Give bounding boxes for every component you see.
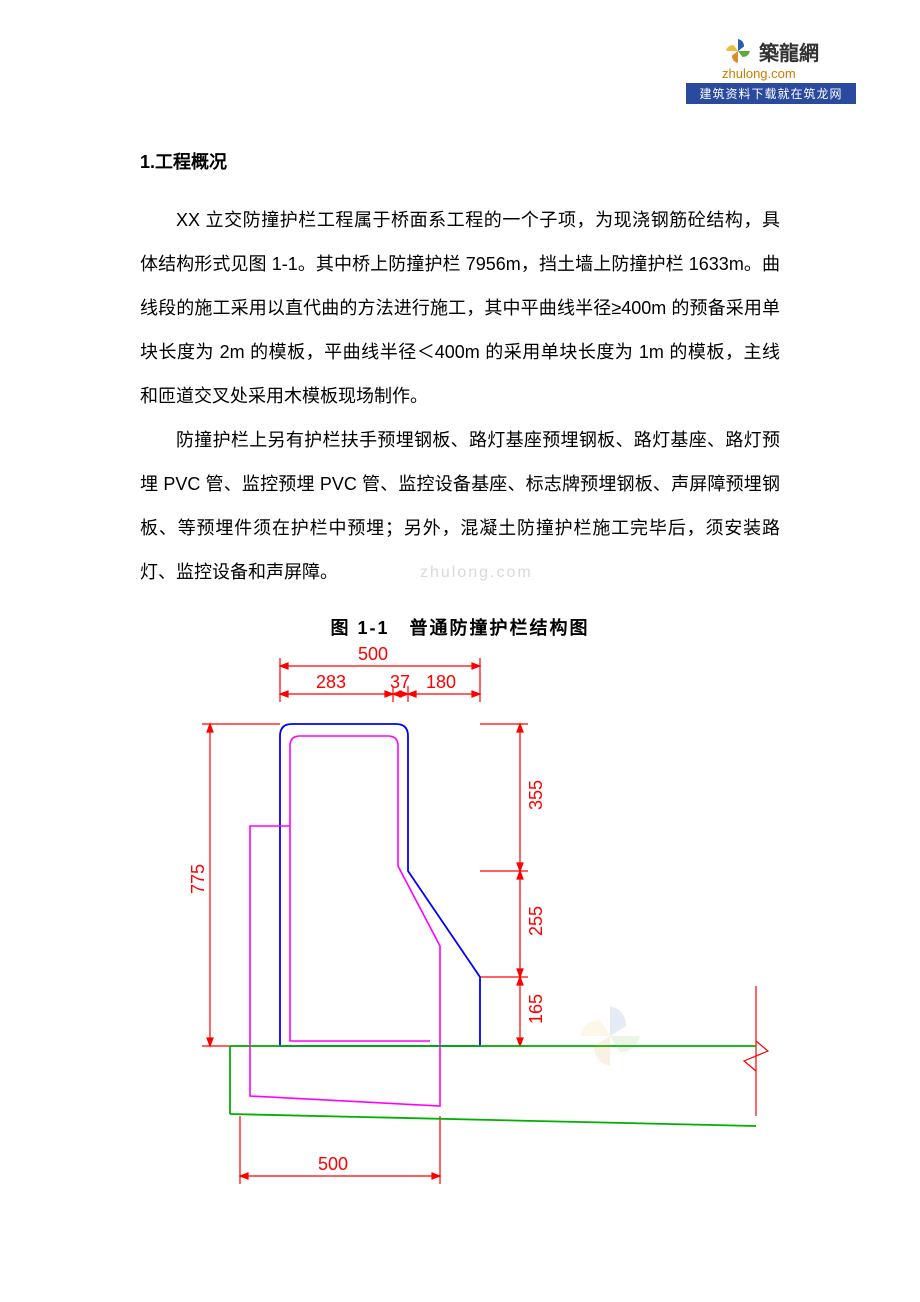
dim-right-c: 165 — [526, 994, 547, 1024]
dim-bottom-total: 500 — [318, 1154, 348, 1175]
dim-top-a: 283 — [316, 672, 346, 693]
dim-top-c: 180 — [426, 672, 456, 693]
dim-top-b: 37 — [390, 672, 410, 693]
paragraph-1: XX 立交防撞护栏工程属于桥面系工程的一个子项，为现浇钢筋砼结构，具体结构形式见… — [140, 198, 780, 418]
dim-right-a: 355 — [526, 780, 547, 810]
figure-caption: 图 1-1 普通防撞护栏结构图 — [140, 614, 780, 640]
dim-left-total: 775 — [188, 864, 209, 894]
logo-banner: 建筑资料下载就在筑龙网 — [686, 83, 856, 104]
site-logo: 築龍網 zhulong.com 建筑资料下载就在筑龙网 — [686, 36, 856, 104]
logo-cn-text: 築龍網 — [759, 37, 819, 66]
document-body: 1.工程概况 XX 立交防撞护栏工程属于桥面系工程的一个子项，为现浇钢筋砼结构，… — [140, 148, 780, 1206]
barrier-diagram: 500 283 37 180 775 355 255 165 500 — [140, 646, 780, 1206]
pinwheel-icon — [723, 36, 753, 66]
watermark-text: zhulong.com — [420, 564, 533, 582]
dim-right-b: 255 — [526, 906, 547, 936]
logo-url: zhulong.com — [722, 66, 856, 81]
section-heading: 1.工程概况 — [140, 148, 780, 174]
dim-top-total: 500 — [358, 644, 388, 665]
